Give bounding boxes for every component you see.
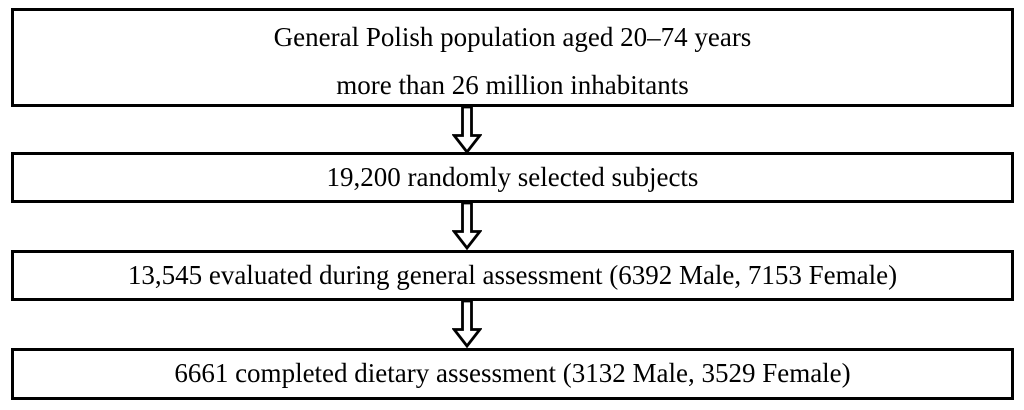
flow-node-dietary-assessment: 6661 completed dietary assessment (3132 … — [11, 348, 1014, 400]
flow-node-population: General Polish population aged 20–74 yea… — [11, 8, 1014, 107]
flow-node-general-assessment: 13,545 evaluated during general assessme… — [11, 250, 1014, 301]
flow-node-text: General Polish population aged 20–74 yea… — [273, 21, 752, 52]
down-arrow-icon — [452, 301, 482, 348]
flow-node-text: 6661 completed dietary assessment (3132 … — [174, 358, 851, 389]
down-arrow-icon — [452, 107, 482, 154]
flow-node-text: more than 26 million inhabitants — [336, 69, 689, 100]
flow-node-randomly-selected: 19,200 randomly selected subjects — [11, 152, 1014, 203]
down-arrow-icon — [452, 203, 482, 250]
flow-node-text: 13,545 evaluated during general assessme… — [127, 259, 898, 290]
flow-node-text: 19,200 randomly selected subjects — [326, 161, 699, 192]
